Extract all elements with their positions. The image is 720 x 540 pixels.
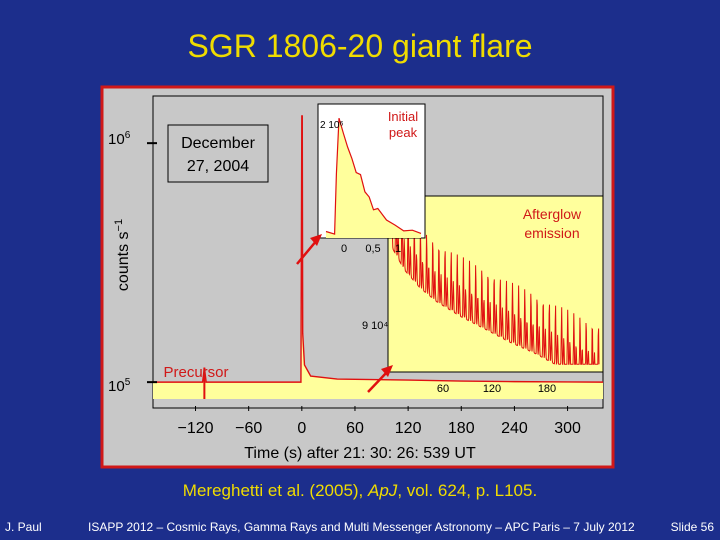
x-tick-label: 120 — [395, 420, 422, 437]
slide-title: SGR 1806-20 giant flare — [187, 28, 533, 64]
x-tick-label: −60 — [235, 420, 262, 437]
date-annotation-line2: 27, 2004 — [187, 158, 249, 175]
afterglow-inset: Afterglow emission 9 10⁴ 60 120 180 — [362, 195, 604, 395]
afterglow-y-tick-label: 9 10⁴ — [362, 320, 388, 332]
peak-y-tick-label: 2 10⁶ — [320, 120, 344, 131]
afterglow-x-tick-label: 180 — [538, 383, 556, 395]
reference: Mereghetti et al. (2005), ApJ, vol. 624,… — [0, 481, 720, 501]
arrow-to-peak — [296, 239, 318, 265]
peak-label: Initial — [388, 109, 418, 124]
afterglow-label: Afterglow — [523, 206, 582, 222]
arrow-to-peak-head — [310, 234, 322, 246]
arrow-to-afterglow — [367, 370, 389, 393]
x-tick-label: 180 — [448, 420, 475, 437]
reference-prefix: Mereghetti et al. (2005), — [182, 481, 369, 500]
arrows — [296, 234, 393, 393]
x-tick-label: 60 — [346, 420, 364, 437]
footer-slide-number: Slide 56 — [670, 520, 714, 534]
reference-journal: ApJ — [368, 481, 398, 500]
afterglow-pulse-curve — [391, 198, 600, 366]
reference-suffix: , vol. 624, p. L105. — [397, 481, 538, 500]
peak-label-bg — [381, 105, 424, 145]
precursor-label: Precursor — [163, 364, 228, 381]
footer-event: ISAPP 2012 – Cosmic Rays, Gamma Rays and… — [88, 520, 635, 534]
x-tick-label: 300 — [554, 420, 581, 437]
x-axis-label: Time (s) after 21: 30: 26: 539 UT — [244, 445, 476, 462]
afterglow-x-tick-label: 120 — [483, 383, 501, 395]
x-tick-labels: −120 −60 0 60 120 180 240 300 — [177, 406, 581, 437]
footer-author: J. Paul — [5, 520, 42, 534]
peak-x-tick-label: 0 — [341, 243, 347, 255]
afterglow-label: emission — [524, 225, 579, 241]
afterglow-label-bg — [514, 200, 590, 242]
afterglow-x-tick-label: 60 — [437, 383, 449, 395]
y-axis-label: counts s−1 — [113, 219, 132, 291]
date-box — [167, 124, 269, 183]
x-tick-label: 0 — [297, 420, 306, 437]
arrow-to-afterglow-head — [381, 365, 393, 377]
peak-label: peak — [389, 125, 418, 140]
x-tick-label: 240 — [501, 420, 528, 437]
x-tick-label: −120 — [177, 420, 213, 437]
peak-fill — [326, 118, 421, 238]
date-annotation-line1: December — [181, 135, 255, 152]
peak-x-tick-label: 1 — [395, 243, 401, 255]
peak-x-tick-label: 0,5 — [365, 243, 380, 255]
peak-curve — [325, 118, 422, 235]
main-curve-group — [147, 115, 604, 400]
